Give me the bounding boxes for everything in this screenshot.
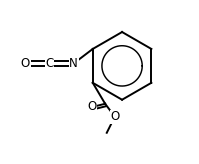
Text: C: C (45, 57, 54, 70)
Text: O: O (110, 110, 119, 123)
Text: N: N (69, 57, 78, 70)
Text: O: O (21, 57, 30, 70)
Text: O: O (88, 101, 97, 113)
